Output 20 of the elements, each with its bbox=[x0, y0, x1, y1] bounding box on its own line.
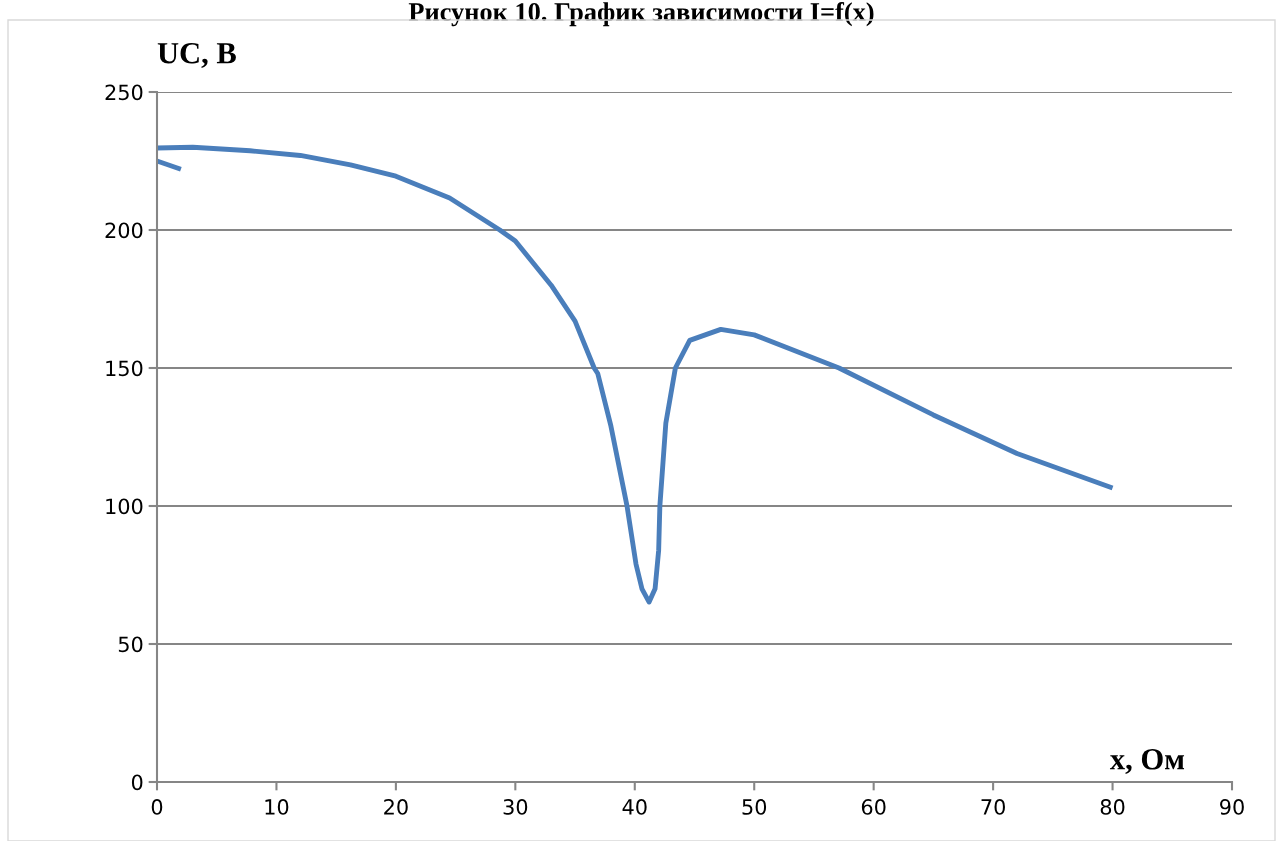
y-tick-label: 250 bbox=[105, 84, 143, 101]
x-tick-label: 60 bbox=[861, 799, 886, 815]
y-tick-label: 50 bbox=[118, 636, 143, 653]
y-axis-title: UC, В bbox=[157, 42, 236, 68]
y-tick-label: 200 bbox=[105, 222, 143, 239]
line-series bbox=[157, 144, 1115, 605]
chart-title: Рисунок 10. График зависимости I=f(x) bbox=[408, 2, 874, 27]
x-tick-label: 90 bbox=[1220, 799, 1244, 815]
y-tick-label: 150 bbox=[106, 360, 143, 377]
x-axis-title: x, Ом bbox=[1109, 748, 1185, 774]
x-tick-label: 80 bbox=[1100, 799, 1125, 815]
x-tick-label: 40 bbox=[622, 799, 647, 815]
x-tick-label: 50 bbox=[742, 799, 767, 815]
x-tick-label: 10 bbox=[265, 799, 289, 815]
y-tick-label: 0 bbox=[131, 774, 143, 791]
x-tick-label: 70 bbox=[981, 799, 1005, 815]
y-tick-label: 100 bbox=[106, 498, 143, 515]
x-tick-label: 30 bbox=[503, 799, 528, 815]
x-tick-label: 0 bbox=[151, 799, 163, 815]
x-tick-label: 20 bbox=[384, 799, 408, 815]
